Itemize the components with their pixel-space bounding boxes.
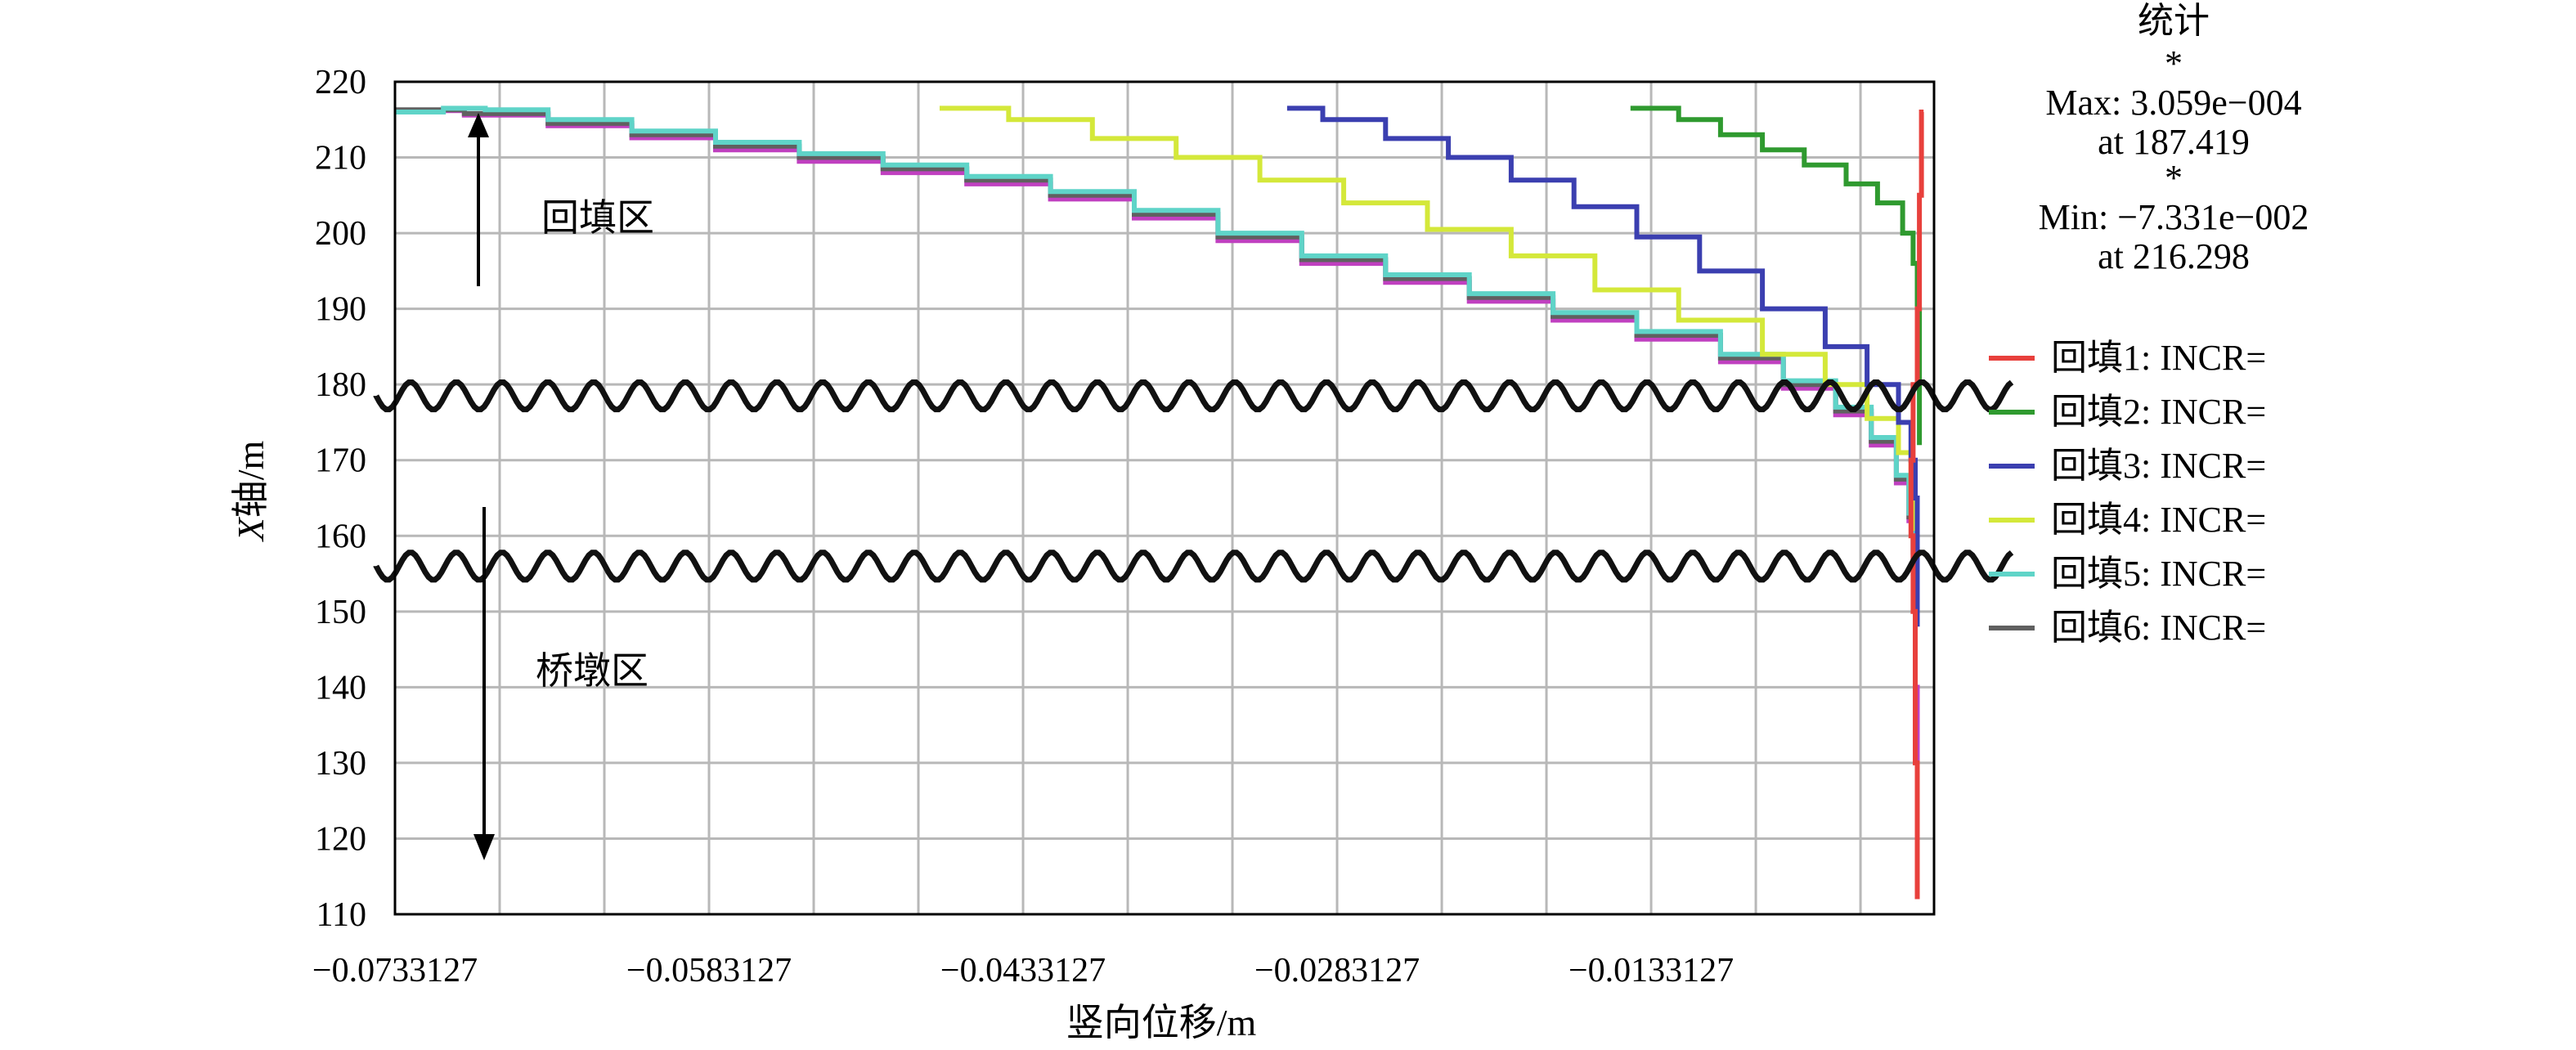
x-tick-label: −0.0133127 xyxy=(1568,952,1734,989)
stats-star-min: * xyxy=(2165,158,2183,198)
break-mark-2 xyxy=(373,550,2014,583)
x-tick-label: −0.0433127 xyxy=(940,952,1106,989)
legend-label-4: 回填4: INCR= xyxy=(2051,500,2266,540)
stats-max-at: at 187.419 xyxy=(2098,122,2250,162)
y-tick-label: 130 xyxy=(315,745,366,783)
stats-star-max: * xyxy=(2165,43,2183,83)
y-axis-label-rest: 轴/m xyxy=(230,440,272,518)
stats-min-at: at 216.298 xyxy=(2098,236,2250,276)
break-marks xyxy=(373,379,2014,583)
series-line-4 xyxy=(940,105,1920,597)
legend-label-5: 回填5: INCR= xyxy=(2051,554,2266,594)
y-tick-label: 110 xyxy=(316,896,366,934)
y-axis-label-italic: X xyxy=(230,516,272,542)
lower-region-label: 桥墩区 xyxy=(536,650,648,692)
y-tick-label: 160 xyxy=(315,518,366,555)
legend-label-6: 回填6: INCR= xyxy=(2051,608,2266,648)
legend-label-3: 回填3: INCR= xyxy=(2051,446,2266,486)
y-tick-label: 210 xyxy=(315,140,366,177)
y-tick-label: 200 xyxy=(315,215,366,253)
y-tick-label: 190 xyxy=(315,291,366,329)
y-axis-label: X轴/m xyxy=(230,440,272,542)
x-tick-label: −0.0583127 xyxy=(626,952,792,989)
break-mark-1 xyxy=(373,379,2014,413)
series-line-7 xyxy=(395,108,1920,892)
lower-region-arrow-head xyxy=(473,834,495,860)
plot-frame xyxy=(393,80,1936,916)
stats-min: Min: −7.331e−002 xyxy=(2039,197,2309,237)
upper-region-arrow-head xyxy=(468,113,489,137)
y-tick-label: 140 xyxy=(315,669,366,707)
series-line-1 xyxy=(1908,110,1924,900)
ticks: −0.0733127 −0.0583127 −0.0433127 −0.0283127… xyxy=(312,64,1734,989)
series-group xyxy=(395,105,1924,900)
y-tick-label: 220 xyxy=(315,64,366,101)
grid xyxy=(395,82,1934,914)
legend-label-2: 回填2: INCR= xyxy=(2051,392,2266,432)
region-annotations: 回填区 桥墩区 xyxy=(468,113,654,860)
stats-title: 统计 xyxy=(2138,1,2210,41)
y-tick-label: 170 xyxy=(315,442,366,480)
legend-label-1: 回填1: INCR= xyxy=(2051,338,2266,378)
x-tick-label: −0.0733127 xyxy=(312,952,478,989)
y-tick-label: 180 xyxy=(315,366,366,404)
stats-max: Max: 3.059e−004 xyxy=(2045,83,2301,123)
legend: 回填1: INCR= 回填2: INCR= 回填3: INCR= 回填4: INCR=… xyxy=(1989,338,2266,648)
y-tick-label: 120 xyxy=(315,820,366,858)
y-tick-label: 150 xyxy=(315,594,366,631)
x-tick-label: −0.0283127 xyxy=(1254,952,1420,989)
x-axis-label: 竖向位移/m xyxy=(1066,1002,1257,1043)
upper-region-label: 回填区 xyxy=(541,197,654,239)
stats-box: 统计 * Max: 3.059e−004 at 187.419 * Min: −… xyxy=(2039,1,2309,276)
